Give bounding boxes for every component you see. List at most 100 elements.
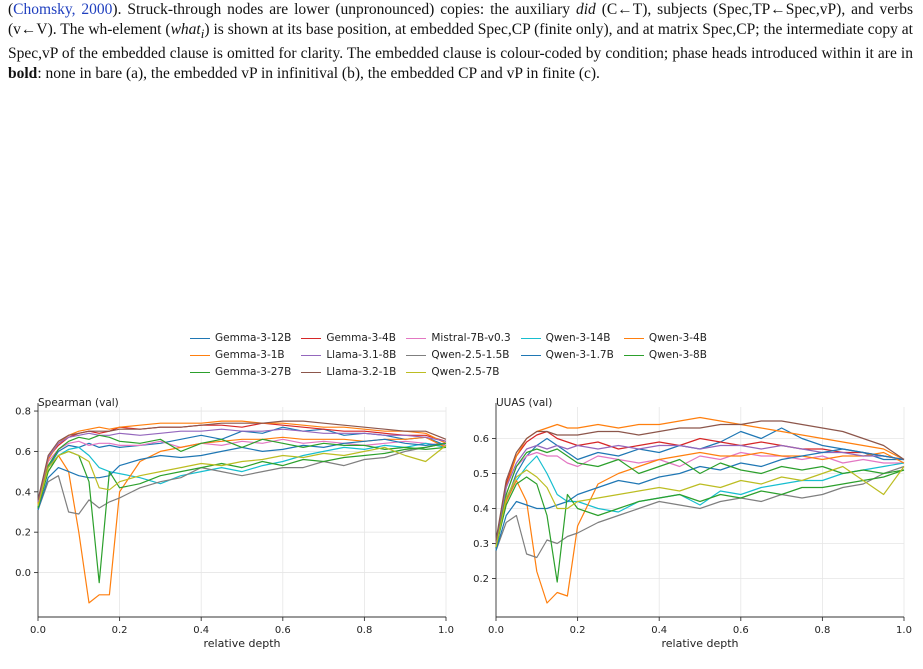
x-tick-label: 1.0 [896, 625, 912, 636]
chart-legend: Gemma-3-12B Gemma-3-4B Mistral-7B-v0.3 Qwen… [190, 330, 810, 380]
legend-item: Qwen-2.5-1.5B [406, 347, 510, 363]
y-tick-label: 0.2 [15, 528, 31, 539]
x-axis-label: relative depth [661, 637, 738, 650]
series-line [37, 420, 447, 505]
y-tick-label: 0.8 [15, 407, 31, 418]
series-line [37, 444, 447, 507]
series-line [37, 442, 447, 584]
legend-label: Qwen-2.5-7B [431, 366, 500, 378]
legend-swatch [520, 354, 541, 356]
x-tick-label: 0.8 [814, 625, 830, 636]
caption-text: ). Struck-through nodes are lower (unpro… [112, 1, 576, 18]
legend-label: Llama-3.1-8B [326, 349, 397, 361]
legend-swatch [623, 354, 644, 356]
legend-label: Qwen-3-8B [648, 349, 707, 361]
y-tick-label: 0.4 [473, 504, 489, 515]
legend-label: Qwen-3-14B [545, 332, 611, 344]
figure-caption: (Chomsky, 2000). Struck-through nodes ar… [8, 0, 913, 84]
legend-label: Qwen-3-1.7B [545, 349, 614, 361]
caption-paragraph: (Chomsky, 2000). Struck-through nodes ar… [8, 0, 913, 84]
caption-text: (C←T), subjects (Spec,TP←Spec,vP), and v… [8, 1, 914, 38]
legend-item: Qwen-2.5-7B [406, 364, 510, 380]
legend-swatch [623, 337, 644, 339]
caption-subscript: i [200, 26, 205, 42]
legend-label: Gemma-3-27B [215, 366, 292, 378]
series-line [495, 451, 905, 604]
x-tick-label: 0.4 [193, 625, 209, 636]
citation-year: 2000 [81, 1, 113, 18]
y-tick-label: 0.6 [473, 434, 489, 445]
legend-item: Qwen-3-1.7B [520, 347, 614, 363]
figure-plots: 0.0 0.2 0.4 0.6 0.8 1.0 0.0 0.2 0.4 0.6 0.8 Spearma… [15, 397, 912, 650]
citation-name: Chomsky [13, 1, 72, 18]
series-line [495, 416, 905, 544]
caption-bold-word: bold [8, 65, 38, 83]
legend-label: Mistral-7B-v0.3 [431, 332, 511, 344]
legend-label: Gemma-3-1B [215, 349, 285, 361]
series-line [495, 465, 905, 548]
x-tick-label: 1.0 [438, 625, 454, 636]
x-tick-label: 0.6 [733, 625, 749, 636]
legend-item: Qwen-3-8B [623, 347, 707, 363]
legend-swatch [301, 337, 322, 339]
legend-label: Gemma-3-4B [326, 332, 396, 344]
legend-item: Llama-3.1-8B [301, 347, 396, 363]
caption-paren: ( [8, 1, 14, 18]
legend-label: Llama-3.2-1B [326, 366, 397, 378]
legend-swatch [301, 354, 322, 356]
x-tick-label: 0.0 [488, 625, 504, 636]
series-line [495, 455, 905, 551]
series-line [495, 420, 905, 541]
series-line [495, 430, 905, 544]
caption-italic-word: what [170, 21, 201, 38]
legend-swatch [406, 354, 427, 356]
legend-swatch [190, 354, 210, 356]
series-line [495, 465, 905, 559]
legend-item: Qwen-3-14B [520, 330, 614, 346]
series-line [495, 448, 905, 551]
y-tick-label: 0.3 [473, 539, 489, 550]
legend-item: Qwen-3-4B [623, 330, 707, 346]
y-tick-label: 0.0 [15, 568, 31, 579]
legend-item: Gemma-3-27B [190, 364, 291, 380]
series-line [495, 469, 905, 583]
legend-item: Gemma-3-12B [190, 330, 291, 346]
legend-item: Mistral-7B-v0.3 [406, 330, 511, 346]
legend-swatch [520, 337, 541, 339]
series-line [37, 428, 447, 503]
caption-text: ) is shown at its base position, at embe… [8, 21, 913, 63]
legend-swatch [301, 371, 322, 373]
series-line [495, 448, 905, 548]
series-line [37, 442, 447, 507]
x-tick-label: 0.2 [570, 625, 586, 636]
y-tick-label: 0.6 [15, 447, 31, 458]
chart-title: UUAS (val) [496, 397, 552, 409]
series-line [37, 420, 447, 501]
citation-link[interactable]: Chomsky, 2000 [13, 1, 112, 18]
y-tick-label: 0.5 [473, 469, 489, 480]
caption-text: : none in bare (a), the embedded vP in i… [37, 65, 600, 83]
x-tick-label: 0.0 [30, 625, 46, 636]
series-line [37, 434, 447, 509]
chart-panel: 0.0 0.2 0.4 0.6 0.8 1.0 0.2 0.3 0.4 0.5 0.6 UUAS (v… [473, 397, 912, 650]
y-tick-label: 0.4 [15, 487, 31, 498]
x-tick-label: 0.6 [275, 625, 291, 636]
legend-item: Gemma-3-1B [190, 347, 291, 363]
legend-swatch [406, 371, 427, 373]
legend-swatch [406, 337, 427, 339]
legend-label: Qwen-2.5-1.5B [431, 349, 510, 361]
caption-italic-what: whati [170, 21, 205, 42]
x-tick-label: 0.8 [356, 625, 372, 636]
legend-swatch [190, 337, 210, 339]
legend-label: Qwen-3-4B [648, 332, 707, 344]
citation-sep: , [71, 1, 82, 18]
legend-swatch [190, 371, 210, 373]
x-axis-label: relative depth [203, 637, 280, 650]
y-tick-label: 0.2 [473, 574, 489, 585]
legend-item: Gemma-3-4B [301, 330, 396, 346]
legend-item: Llama-3.2-1B [301, 364, 396, 380]
series-line [37, 438, 447, 511]
x-tick-label: 0.4 [651, 625, 667, 636]
chart-title: Spearman (val) [38, 397, 119, 409]
chart-panel: 0.0 0.2 0.4 0.6 0.8 1.0 0.0 0.2 0.4 0.6 0.8 Spearma… [15, 397, 454, 650]
